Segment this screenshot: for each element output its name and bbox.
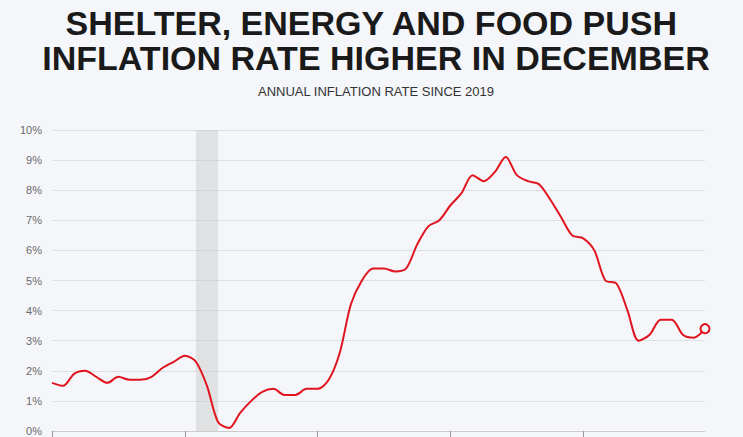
svg-text:ANNUAL INFLATION RATE SINCE 20: ANNUAL INFLATION RATE SINCE 2019 (258, 84, 494, 99)
svg-text:0%: 0% (26, 425, 42, 437)
svg-text:4%: 4% (26, 305, 42, 317)
svg-text:1%: 1% (26, 395, 42, 407)
svg-text:SHELTER, ENERGY AND FOOD PUSH: SHELTER, ENERGY AND FOOD PUSH (66, 4, 687, 42)
svg-text:8%: 8% (26, 184, 42, 196)
svg-text:7%: 7% (26, 214, 42, 226)
svg-text:6%: 6% (26, 244, 42, 256)
svg-text:2%: 2% (26, 365, 42, 377)
svg-text:INFLATION RATE HIGHER IN DECEM: INFLATION RATE HIGHER IN DECEMBER (42, 39, 709, 77)
svg-text:9%: 9% (26, 154, 42, 166)
svg-text:5%: 5% (26, 275, 42, 287)
svg-text:3%: 3% (26, 335, 42, 347)
svg-text:10%: 10% (20, 124, 42, 136)
